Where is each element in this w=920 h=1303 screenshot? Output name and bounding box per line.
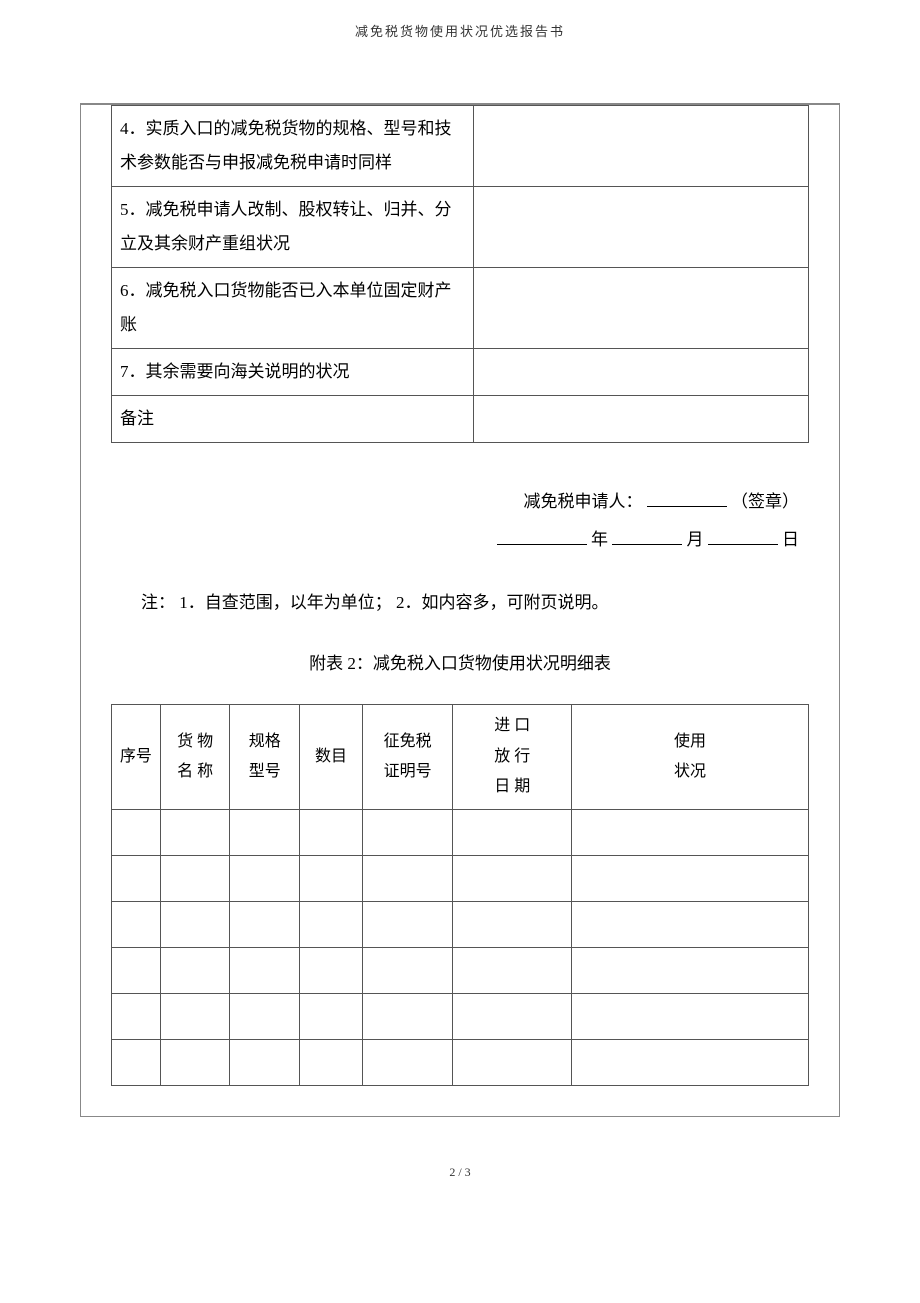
page-header: 减免税货物使用状况优选报告书 — [80, 20, 840, 43]
table-cell[interactable] — [453, 855, 571, 901]
table-cell[interactable] — [230, 1039, 300, 1085]
column-header: 规格型号 — [230, 705, 300, 809]
month-input[interactable] — [612, 528, 682, 545]
day-input[interactable] — [708, 528, 778, 545]
table-cell[interactable] — [300, 1039, 363, 1085]
table-row: 备注 — [112, 396, 809, 443]
table-row: 6．减免税入口货物能否已入本单位固定财产账 — [112, 268, 809, 349]
column-header: 货 物名 称 — [160, 705, 230, 809]
column-header: 征免税证明号 — [362, 705, 453, 809]
table-cell[interactable] — [362, 947, 453, 993]
table-cell[interactable] — [112, 1039, 161, 1085]
column-header: 序号 — [112, 705, 161, 809]
row-value[interactable] — [474, 106, 809, 187]
row-label: 6．减免税入口货物能否已入本单位固定财产账 — [112, 268, 474, 349]
table-row: 5．减免税申请人改制、股权转让、归并、分立及其余财产重组状况 — [112, 187, 809, 268]
table-cell[interactable] — [453, 901, 571, 947]
column-header: 使用状况 — [571, 705, 808, 809]
table-row — [112, 993, 809, 1039]
table-row: 4．实质入口的减免税货物的规格、型号和技术参数能否与申报减免税申请时同样 — [112, 106, 809, 187]
column-header: 进 口放 行日 期 — [453, 705, 571, 809]
table-cell[interactable] — [362, 809, 453, 855]
seal-label: （签章） — [731, 492, 799, 511]
table-cell[interactable] — [453, 993, 571, 1039]
note: 注： 1．自查范围，以年为单位； 2．如内容多，可附页说明。 — [111, 588, 809, 619]
table-cell[interactable] — [571, 1039, 808, 1085]
subtitle: 附表 2：减免税入口货物使用状况明细表 — [111, 649, 809, 680]
year-label: 年 — [591, 530, 608, 549]
table-cell[interactable] — [160, 901, 230, 947]
row-label: 7．其余需要向海关说明的状况 — [112, 349, 474, 396]
applicant-label: 减免税申请人： — [524, 492, 643, 511]
table-cell[interactable] — [453, 1039, 571, 1085]
table-row: 7．其余需要向海关说明的状况 — [112, 349, 809, 396]
table-cell[interactable] — [453, 809, 571, 855]
month-label: 月 — [687, 530, 704, 549]
page-footer: 2 / 3 — [80, 1162, 840, 1184]
table-cell[interactable] — [230, 901, 300, 947]
table-cell[interactable] — [112, 809, 161, 855]
table-cell[interactable] — [571, 809, 808, 855]
table-cell[interactable] — [112, 947, 161, 993]
table-cell[interactable] — [453, 947, 571, 993]
table-cell[interactable] — [160, 993, 230, 1039]
table-cell[interactable] — [230, 947, 300, 993]
table-cell[interactable] — [362, 1039, 453, 1085]
table-cell[interactable] — [362, 855, 453, 901]
table-cell[interactable] — [571, 901, 808, 947]
detail-table: 序号货 物名 称规格型号数目征免税证明号进 口放 行日 期使用状况 — [111, 704, 809, 1085]
status-table: 4．实质入口的减免税货物的规格、型号和技术参数能否与申报减免税申请时同样5．减免… — [111, 105, 809, 443]
table-cell[interactable] — [571, 855, 808, 901]
table-cell[interactable] — [112, 993, 161, 1039]
table-cell[interactable] — [160, 809, 230, 855]
row-value[interactable] — [474, 349, 809, 396]
table-cell[interactable] — [300, 947, 363, 993]
table-row — [112, 901, 809, 947]
table-cell[interactable] — [571, 993, 808, 1039]
table-cell[interactable] — [300, 855, 363, 901]
table-cell[interactable] — [230, 809, 300, 855]
table-cell[interactable] — [300, 809, 363, 855]
table-cell[interactable] — [160, 855, 230, 901]
signature-block: 减免税申请人： （签章） 年 月 日 — [111, 483, 809, 558]
row-value[interactable] — [474, 396, 809, 443]
row-value[interactable] — [474, 187, 809, 268]
document-body: 4．实质入口的减免税货物的规格、型号和技术参数能否与申报减免税申请时同样5．减免… — [80, 103, 840, 1116]
table-cell[interactable] — [160, 947, 230, 993]
table-cell[interactable] — [160, 1039, 230, 1085]
table-row — [112, 1039, 809, 1085]
table-row — [112, 855, 809, 901]
table-cell[interactable] — [571, 947, 808, 993]
table-row — [112, 809, 809, 855]
table-cell[interactable] — [112, 855, 161, 901]
header-row: 序号货 物名 称规格型号数目征免税证明号进 口放 行日 期使用状况 — [112, 705, 809, 809]
day-label: 日 — [782, 530, 799, 549]
table-cell[interactable] — [300, 901, 363, 947]
table-cell[interactable] — [230, 855, 300, 901]
applicant-input[interactable] — [647, 490, 727, 507]
table-cell[interactable] — [362, 901, 453, 947]
column-header: 数目 — [300, 705, 363, 809]
table-cell[interactable] — [112, 901, 161, 947]
row-label: 5．减免税申请人改制、股权转让、归并、分立及其余财产重组状况 — [112, 187, 474, 268]
year-input[interactable] — [497, 528, 587, 545]
table-cell[interactable] — [300, 993, 363, 1039]
row-value[interactable] — [474, 268, 809, 349]
row-label: 4．实质入口的减免税货物的规格、型号和技术参数能否与申报减免税申请时同样 — [112, 106, 474, 187]
table-row — [112, 947, 809, 993]
row-label: 备注 — [112, 396, 474, 443]
table-cell[interactable] — [230, 993, 300, 1039]
table-cell[interactable] — [362, 993, 453, 1039]
